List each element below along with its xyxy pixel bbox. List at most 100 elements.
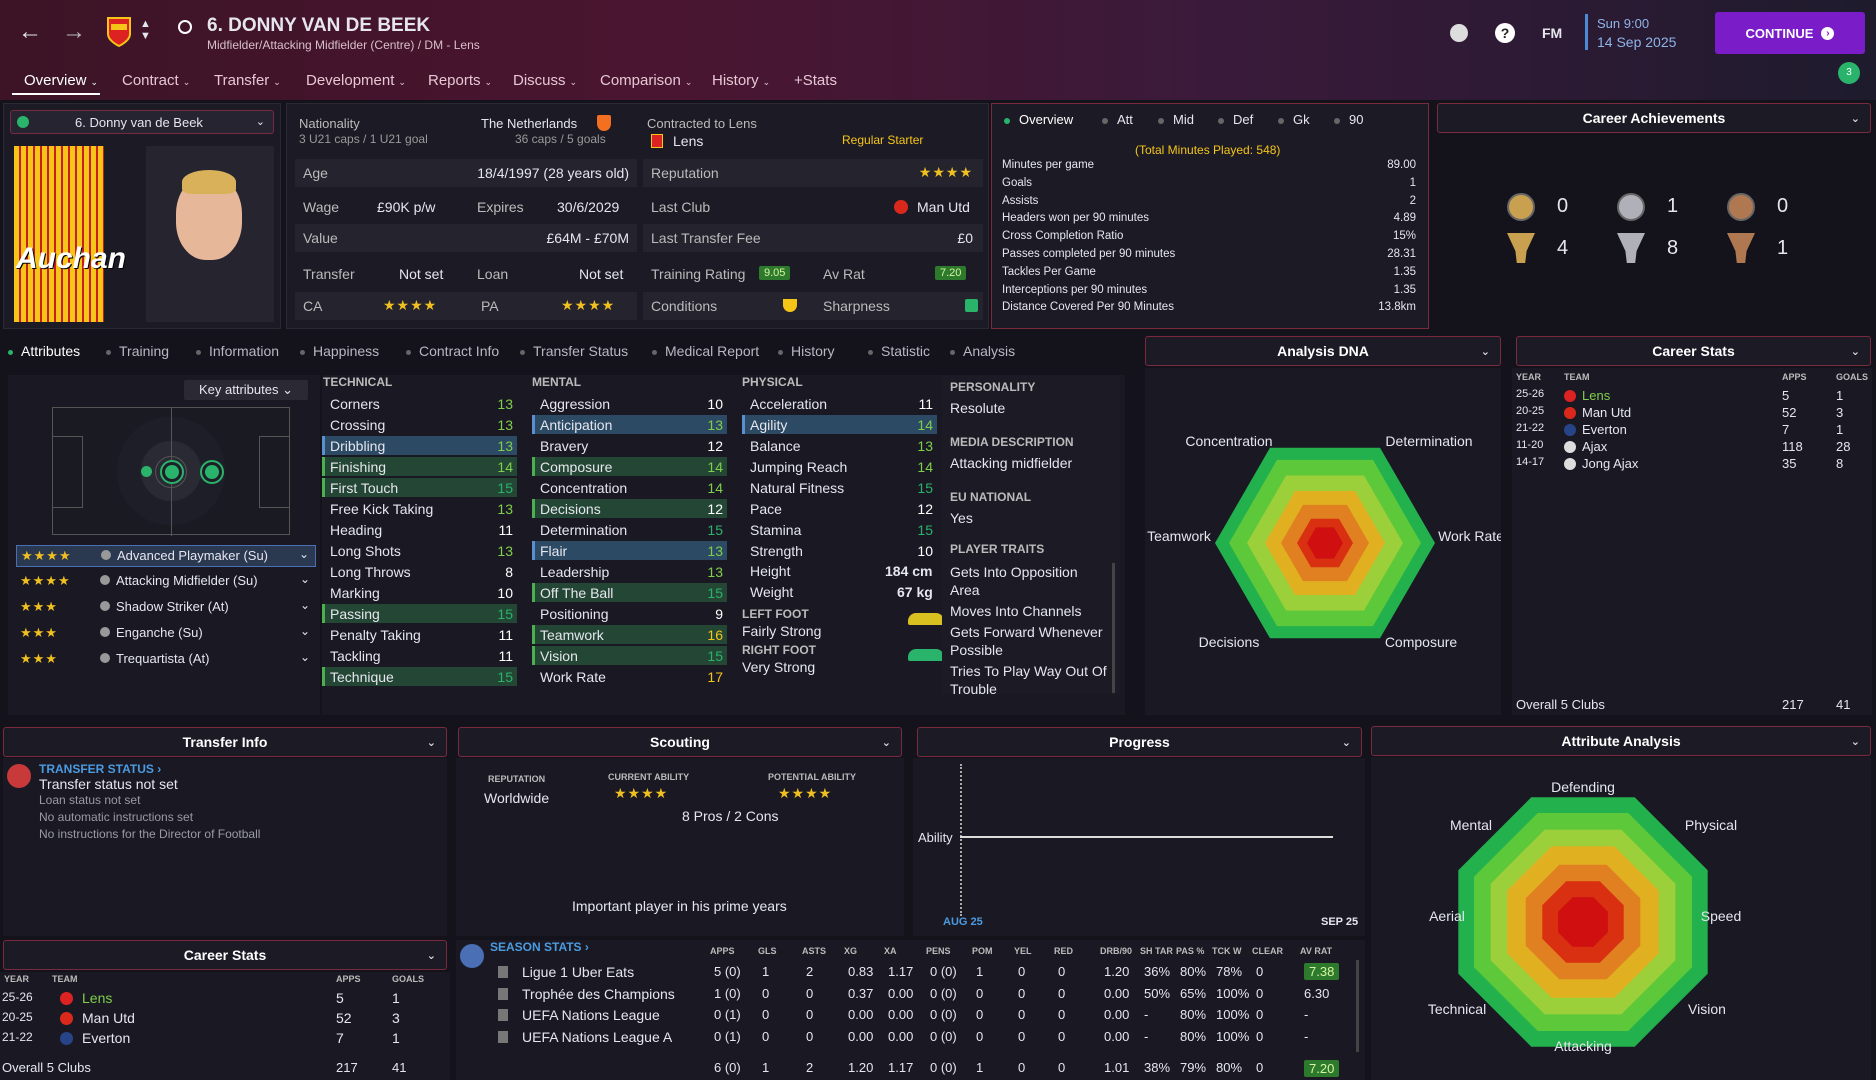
attr-row-free-kick-taking[interactable]: Free Kick Taking 13	[322, 499, 517, 518]
last-club-value[interactable]: Man Utd	[917, 199, 970, 215]
attr-row-tackling[interactable]: Tackling 11	[322, 646, 517, 665]
attr-row-long-shots[interactable]: Long Shots 13	[322, 541, 517, 560]
tab-history[interactable]: History	[778, 343, 835, 359]
attr-row-penalty-taking[interactable]: Penalty Taking 11	[322, 625, 517, 644]
role-row[interactable]: ★★★★ Advanced Playmaker (Su) ⌄	[16, 545, 316, 567]
career-cell[interactable]: Man Utd	[82, 1010, 135, 1026]
fm-logo[interactable]: FM	[1542, 25, 1563, 41]
nav-contract[interactable]: Contract ⌄	[122, 72, 191, 89]
role-row[interactable]: ★★★ Enganche (Su) ⌄	[16, 623, 316, 645]
attr-row-positioning[interactable]: Positioning 9	[532, 604, 727, 623]
attr-row-first-touch[interactable]: First Touch 15	[322, 478, 517, 497]
nav-development[interactable]: Development ⌄	[306, 72, 406, 89]
overview-tab-90[interactable]: 90	[1334, 112, 1363, 127]
info-icon[interactable]	[100, 601, 110, 611]
info-icon[interactable]	[101, 550, 111, 560]
nav-stats[interactable]: +Stats	[794, 72, 837, 89]
attr-row-bravery[interactable]: Bravery 12	[532, 436, 727, 455]
info-icon[interactable]	[100, 653, 110, 663]
attr-row-jumping-reach[interactable]: Jumping Reach 14	[742, 457, 937, 476]
switch-chevrons-icon[interactable]: ▲ ▼	[140, 18, 151, 42]
role-row[interactable]: ★★★ Trequartista (At) ⌄	[16, 649, 316, 671]
nav-comparison[interactable]: Comparison ⌄	[600, 72, 693, 89]
overview-tab-overview[interactable]: Overview	[1004, 112, 1073, 127]
attr-row-concentration[interactable]: Concentration 14	[532, 478, 727, 497]
attr-row-vision[interactable]: Vision 15	[532, 646, 727, 665]
tab-contract-info[interactable]: Contract Info	[406, 343, 499, 359]
competition-name[interactable]: Trophée des Champions	[522, 985, 675, 1002]
tab-information[interactable]: Information	[196, 343, 279, 359]
career-cell[interactable]: Everton	[82, 1030, 131, 1046]
club-name[interactable]: Lens	[673, 133, 704, 149]
attr-row-agility[interactable]: Agility 14	[742, 415, 937, 434]
career-cell[interactable]: Lens	[82, 990, 113, 1006]
continue-button[interactable]: CONTINUE ›	[1715, 12, 1865, 54]
key-attributes-select[interactable]: Key attributes ⌄	[184, 380, 308, 400]
attr-row-dribbling[interactable]: Dribbling 13	[322, 436, 517, 455]
attr-row-off-the-ball[interactable]: Off The Ball 15	[532, 583, 727, 602]
forward-icon[interactable]: →	[62, 18, 86, 45]
competition-name[interactable]: Ligue 1 Uber Eats	[522, 964, 635, 980]
tab-happiness[interactable]: Happiness	[300, 343, 379, 359]
nav-reports[interactable]: Reports ⌄	[428, 72, 493, 89]
attr-row-finishing[interactable]: Finishing 14	[322, 457, 517, 476]
back-icon[interactable]: ←	[18, 18, 42, 45]
tab-statistic[interactable]: Statistic	[868, 343, 930, 359]
tab-analysis[interactable]: Analysis	[950, 343, 1015, 359]
career-stats-header[interactable]: Career Stats ⌄	[1516, 336, 1871, 366]
tab-attributes[interactable]: Attributes	[8, 343, 80, 359]
attr-analysis-header[interactable]: Attribute Analysis ⌄	[1371, 726, 1871, 756]
info-icon[interactable]	[100, 575, 110, 585]
attr-row-strength[interactable]: Strength 10	[742, 541, 937, 560]
nav-discuss[interactable]: Discuss ⌄	[513, 72, 578, 89]
attr-row-leadership[interactable]: Leadership 13	[532, 562, 727, 581]
tab-training[interactable]: Training	[106, 343, 169, 359]
dna-header[interactable]: Analysis DNA ⌄	[1145, 336, 1501, 366]
nav-history[interactable]: History ⌄	[712, 72, 771, 89]
season-scrollbar[interactable]	[1356, 960, 1359, 1052]
notification-badge[interactable]: 3	[1838, 62, 1860, 84]
attr-row-aggression[interactable]: Aggression 10	[532, 394, 727, 413]
attr-row-pace[interactable]: Pace 12	[742, 499, 937, 518]
attr-row-balance[interactable]: Balance 13	[742, 436, 937, 455]
transfer-info-header[interactable]: Transfer Info ⌄	[3, 727, 447, 757]
competition-name[interactable]: UEFA Nations League A	[522, 1028, 673, 1045]
career-cell[interactable]: Jong Ajax	[1582, 456, 1639, 471]
traits-scrollbar[interactable]	[1112, 563, 1115, 693]
role-row[interactable]: ★★★ Shadow Striker (At) ⌄	[16, 597, 316, 619]
attr-row-natural-fitness[interactable]: Natural Fitness 15	[742, 478, 937, 497]
attr-row-crossing[interactable]: Crossing 13	[322, 415, 517, 434]
competition-name[interactable]: UEFA Nations League	[522, 1007, 660, 1023]
attr-row-passing[interactable]: Passing 15	[322, 604, 517, 623]
overview-tab-att[interactable]: Att	[1102, 112, 1133, 127]
attr-row-determination[interactable]: Determination 15	[532, 520, 727, 539]
search-icon[interactable]	[178, 20, 192, 34]
scouting-header[interactable]: Scouting ⌄	[458, 727, 902, 757]
attr-row-corners[interactable]: Corners 13	[322, 394, 517, 413]
help-icon[interactable]: ?	[1495, 23, 1515, 43]
career-cell[interactable]: Man Utd	[1582, 405, 1632, 420]
career-cell[interactable]: Ajax	[1582, 439, 1608, 454]
transfer-status-link[interactable]: TRANSFER STATUS ›	[39, 762, 162, 776]
overview-tab-def[interactable]: Def	[1218, 112, 1253, 127]
career-stats-bottom-header[interactable]: Career Stats ⌄	[3, 940, 447, 970]
attr-row-work-rate[interactable]: Work Rate 17	[532, 667, 727, 686]
attr-row-decisions[interactable]: Decisions 12	[532, 499, 727, 518]
progress-header[interactable]: Progress ⌄	[917, 727, 1362, 757]
nav-overview[interactable]: Overview ⌄	[24, 72, 99, 89]
achievements-header[interactable]: Career Achievements ⌄	[1437, 103, 1871, 133]
info-icon[interactable]	[100, 627, 110, 637]
overview-tab-gk[interactable]: Gk	[1278, 112, 1310, 127]
attr-row-teamwork[interactable]: Teamwork 16	[532, 625, 727, 644]
attr-row-composure[interactable]: Composure 14	[532, 457, 727, 476]
attr-row-long-throws[interactable]: Long Throws 8	[322, 562, 517, 581]
ball-icon[interactable]	[1450, 24, 1468, 42]
attr-row-flair[interactable]: Flair 13	[532, 541, 727, 560]
tab-medical-report[interactable]: Medical Report	[652, 343, 759, 359]
attr-row-acceleration[interactable]: Acceleration 11	[742, 394, 937, 413]
overview-tab-mid[interactable]: Mid	[1158, 112, 1194, 127]
attr-row-heading[interactable]: Heading 11	[322, 520, 517, 539]
attr-row-technique[interactable]: Technique 15	[322, 667, 517, 686]
season-stats-link[interactable]: SEASON STATS ›	[490, 940, 589, 954]
club-crest-icon[interactable]	[106, 16, 132, 48]
